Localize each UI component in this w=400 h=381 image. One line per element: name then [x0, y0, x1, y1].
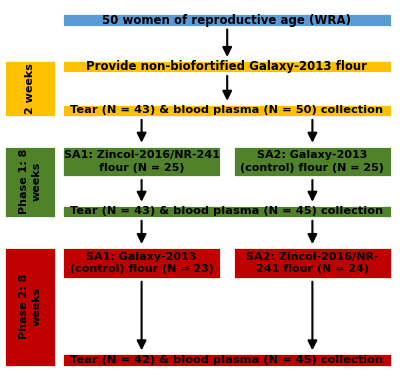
Text: Phase 1: 8
weeks: Phase 1: 8 weeks [19, 149, 41, 215]
FancyBboxPatch shape [4, 146, 56, 218]
FancyBboxPatch shape [4, 60, 56, 117]
Text: SA2: Galaxy-2013
(control) flour (N = 25): SA2: Galaxy-2013 (control) flour (N = 25… [240, 150, 384, 173]
FancyBboxPatch shape [62, 353, 392, 367]
FancyBboxPatch shape [62, 104, 392, 117]
Text: 50 women of reproductive age (WRA): 50 women of reproductive age (WRA) [102, 13, 352, 27]
Text: Tear (N = 43) & blood plasma (N = 50) collection: Tear (N = 43) & blood plasma (N = 50) co… [70, 105, 384, 115]
FancyBboxPatch shape [62, 247, 221, 279]
Text: 2 weeks: 2 weeks [25, 63, 35, 114]
Text: SA1: Galaxy-2013
(control) flour (N = 23): SA1: Galaxy-2013 (control) flour (N = 23… [70, 252, 214, 274]
FancyBboxPatch shape [62, 60, 392, 73]
Text: Phase 2: 8
weeks: Phase 2: 8 weeks [19, 274, 41, 339]
FancyBboxPatch shape [62, 13, 392, 27]
FancyBboxPatch shape [233, 247, 392, 279]
Text: Provide non-biofortified Galaxy-2013 flour: Provide non-biofortified Galaxy-2013 flo… [86, 60, 368, 73]
FancyBboxPatch shape [4, 247, 56, 367]
Text: SA2: Zincol-2016/NR-
241 flour (N = 24): SA2: Zincol-2016/NR- 241 flour (N = 24) [246, 252, 379, 274]
Text: Tear (N = 43) & blood plasma (N = 45) collection: Tear (N = 43) & blood plasma (N = 45) co… [70, 206, 384, 216]
Text: SA1: Zincol-2016/NR-241
flour (N = 25): SA1: Zincol-2016/NR-241 flour (N = 25) [64, 150, 220, 173]
FancyBboxPatch shape [62, 205, 392, 218]
FancyBboxPatch shape [233, 146, 392, 177]
FancyBboxPatch shape [62, 146, 221, 177]
Text: Tear (N = 42) & blood plasma (N = 45) collection: Tear (N = 42) & blood plasma (N = 45) co… [70, 355, 384, 365]
